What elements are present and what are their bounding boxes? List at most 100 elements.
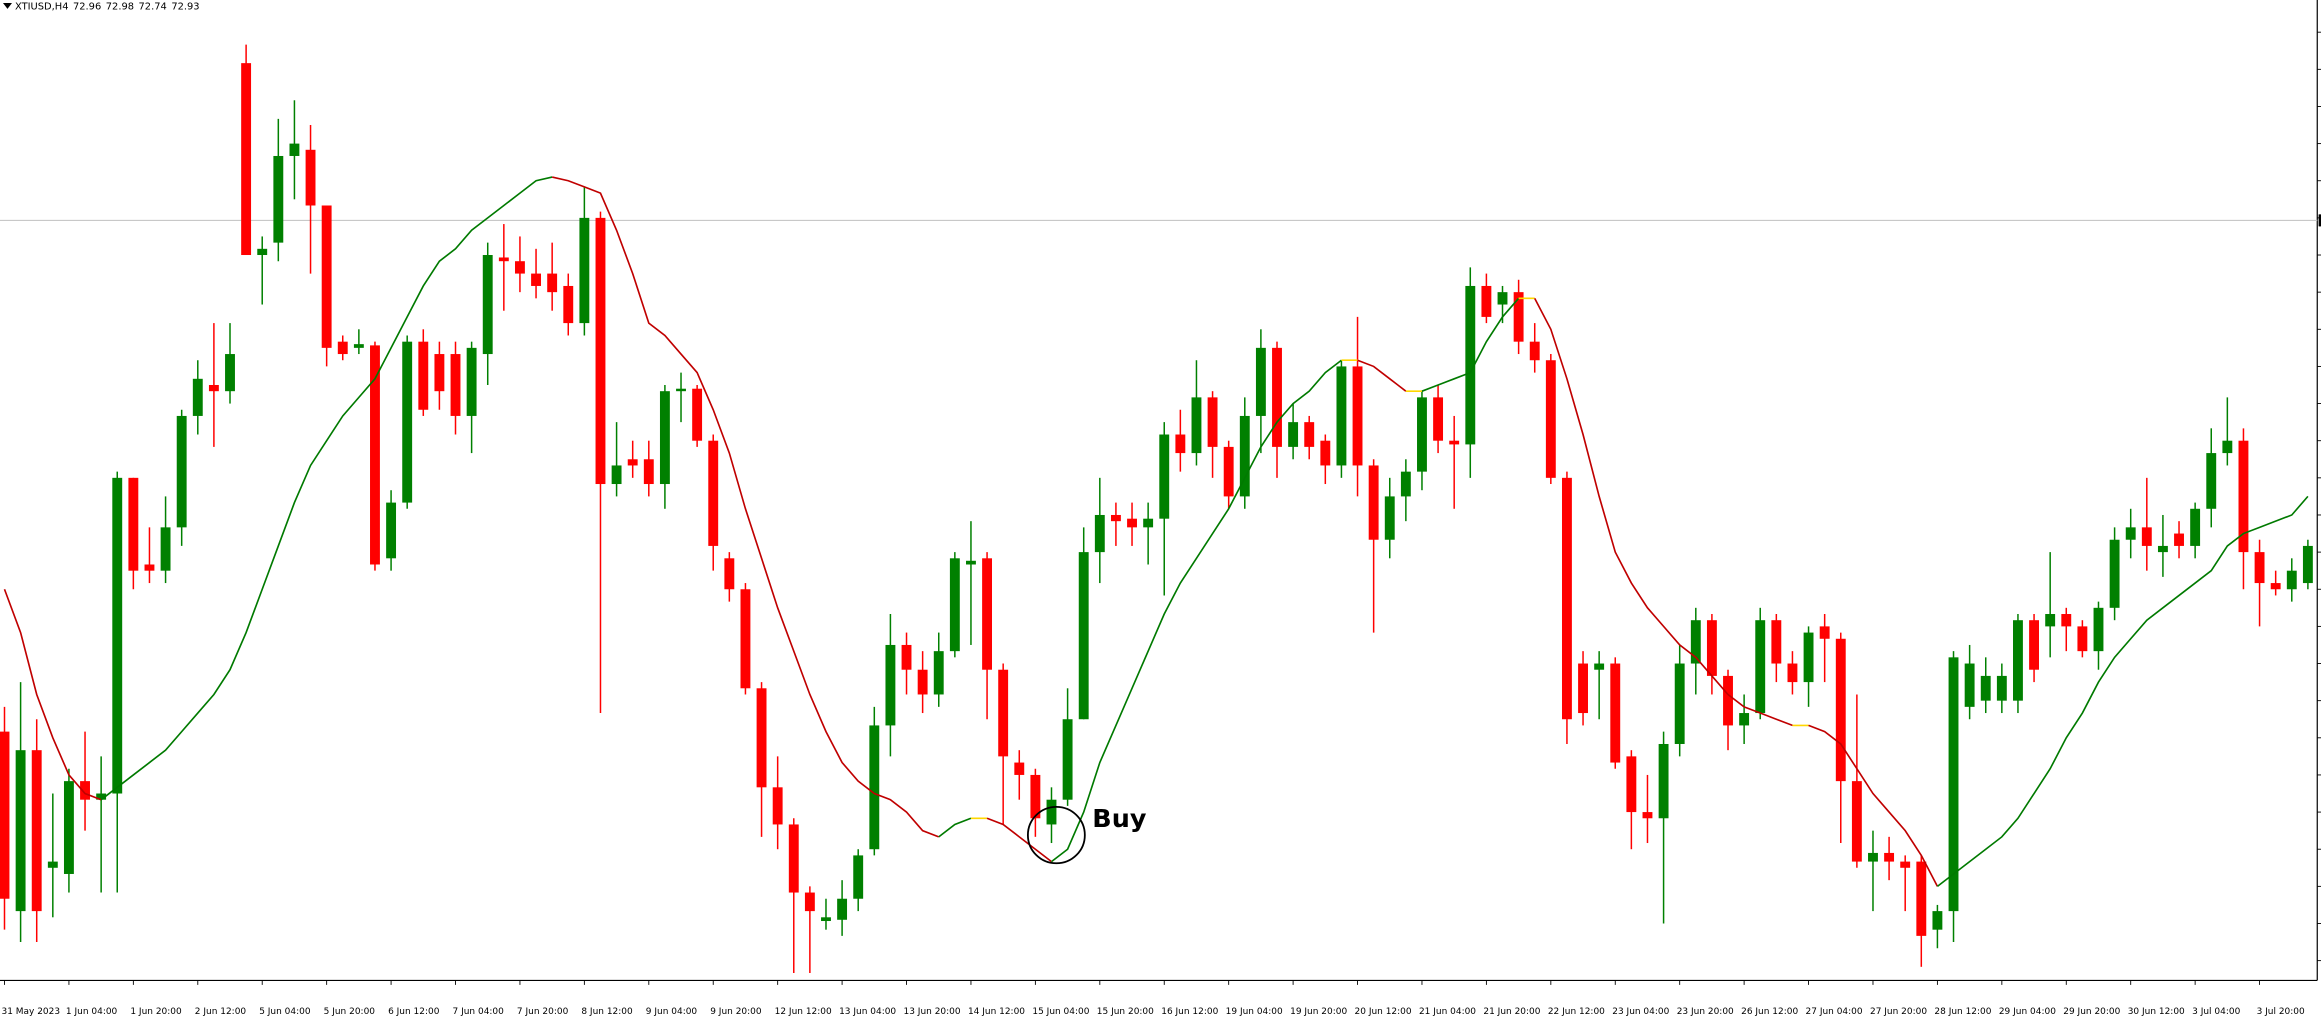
- candles: [0, 44, 2313, 974]
- candle-body: [1272, 347, 1282, 447]
- candle-body: [1803, 632, 1814, 683]
- x-tick-label: 13 Jun 20:00: [904, 1007, 961, 1017]
- ma-line: [938, 817, 972, 838]
- candle-body: [1062, 719, 1073, 800]
- x-tick-label: 9 Jun 20:00: [710, 1007, 762, 1017]
- candle-body: [579, 217, 590, 324]
- candle-body: [2125, 527, 2136, 540]
- candle-body: [1400, 471, 1411, 497]
- candle-body: [1288, 422, 1299, 447]
- x-tick-label: 3 Jul 20:00: [2257, 1007, 2305, 1017]
- candle-body: [1594, 663, 1605, 670]
- x-tick-label: 7 Jun 04:00: [453, 1007, 505, 1017]
- candle-body: [1481, 285, 1492, 317]
- candle-body: [788, 824, 799, 893]
- candle-body: [2061, 614, 2072, 627]
- candle-body: [2077, 626, 2088, 652]
- x-tick-label: 22 Jun 12:00: [1548, 1007, 1605, 1017]
- candle-body: [418, 341, 429, 410]
- candle-body: [547, 273, 558, 293]
- candle-body: [1046, 799, 1057, 825]
- candle-body: [466, 347, 477, 416]
- candle-body: [627, 459, 638, 466]
- candle-body: [1851, 781, 1862, 862]
- candle-body: [531, 273, 541, 286]
- candle-body: [1433, 397, 1444, 441]
- candle-body: [692, 388, 703, 441]
- candle-body: [1642, 812, 1653, 819]
- candle-body: [1078, 552, 1089, 720]
- candle-body: [47, 861, 58, 868]
- candle-body: [724, 558, 735, 590]
- x-tick-label: 5 Jun 04:00: [259, 1007, 311, 1017]
- candle-body: [2302, 545, 2313, 584]
- x-tick-label: 16 Jun 12:00: [1161, 1007, 1218, 1017]
- candle-body: [305, 149, 316, 206]
- candle-body: [321, 205, 332, 348]
- candle-body: [563, 285, 574, 324]
- candle-body: [1513, 292, 1524, 342]
- candle-body: [1561, 477, 1572, 720]
- candle-body: [2013, 620, 2023, 701]
- candle-body: [192, 378, 203, 416]
- candle-body: [353, 344, 364, 348]
- candle-body: [1900, 861, 1911, 868]
- header-close: 72.93: [171, 2, 199, 13]
- candle-body: [128, 477, 139, 571]
- candle-body: [869, 725, 880, 850]
- candle-body: [1223, 446, 1234, 497]
- candle-body: [1014, 762, 1025, 775]
- candle-body: [144, 564, 155, 571]
- candle-body: [208, 384, 219, 392]
- candle-body: [2029, 620, 2040, 670]
- candle-body: [1529, 341, 1540, 361]
- candle-body: [1835, 638, 1846, 782]
- x-tick-label: 27 Jun 04:00: [1806, 1007, 1863, 1017]
- candle-body: [740, 589, 751, 689]
- candle-body: [1368, 465, 1379, 540]
- candle-body: [1191, 397, 1202, 454]
- candle-body: [1094, 514, 1105, 553]
- candle-body: [2157, 545, 2168, 553]
- ma-line: [1050, 359, 1342, 863]
- candle-body: [933, 651, 944, 695]
- candle-body: [241, 63, 252, 256]
- candle-body: [1755, 620, 1766, 714]
- x-tick-label: 2 Jun 12:00: [195, 1007, 247, 1017]
- candle-body: [2190, 508, 2201, 546]
- candle-body: [1723, 675, 1733, 726]
- x-tick-label: 6 Jun 12:00: [388, 1007, 440, 1017]
- candle-body: [15, 750, 26, 912]
- candle-body: [2206, 453, 2217, 509]
- candle-body: [676, 388, 686, 392]
- candle-body: [1658, 743, 1669, 819]
- candle-body: [1207, 397, 1218, 447]
- x-tick-label: 23 Jun 04:00: [1612, 1007, 1669, 1017]
- candle-body: [917, 669, 928, 695]
- candle-body: [434, 354, 445, 392]
- x-tick-label: 8 Jun 12:00: [581, 1007, 633, 1017]
- candle-body: [1352, 366, 1363, 466]
- candle-body: [756, 688, 767, 788]
- menu-triangle[interactable]: [2, 2, 12, 9]
- x-tick-label: 26 Jun 12:00: [1741, 1007, 1798, 1017]
- x-tick-label: 19 Jun 20:00: [1290, 1007, 1347, 1017]
- candle-body: [1545, 360, 1556, 478]
- candle-body: [1417, 397, 1427, 472]
- candle-body: [2222, 440, 2233, 454]
- candle-body: [273, 155, 284, 243]
- x-tick-label: 5 Jun 20:00: [324, 1007, 376, 1017]
- candle-body: [1497, 292, 1508, 305]
- candle-body: [1932, 911, 1943, 930]
- header-low: 72.74: [139, 2, 167, 13]
- x-tick-label: 12 Jun 12:00: [775, 1007, 832, 1017]
- x-tick-label: 28 Jun 12:00: [1934, 1007, 1991, 1017]
- x-tick-label: 29 Jun 04:00: [1999, 1007, 2056, 1017]
- annotation-label: Buy: [1092, 803, 1147, 833]
- candle-body: [1706, 620, 1717, 676]
- candle-body: [482, 255, 493, 355]
- candle-body: [289, 143, 300, 156]
- x-tick-label: 21 Jun 20:00: [1483, 1007, 1540, 1017]
- x-tick-label: 13 Jun 04:00: [839, 1007, 896, 1017]
